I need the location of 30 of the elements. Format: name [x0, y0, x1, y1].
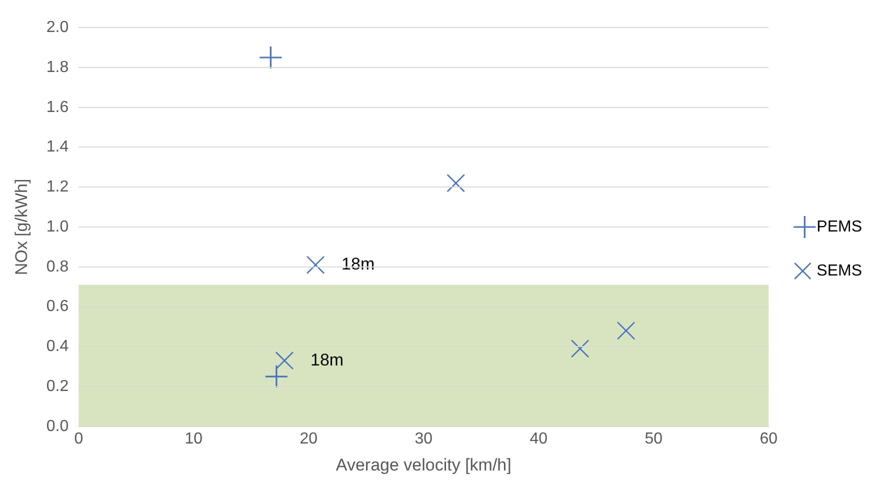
legend-label: SEMS	[816, 262, 862, 280]
y-tick-label: 2.0	[46, 19, 69, 36]
x-tick-label: 30	[414, 430, 433, 448]
x-tick-label: 0	[74, 430, 84, 448]
x-axis-title: Average velocity [km/h]	[336, 455, 512, 474]
point	[570, 340, 590, 358]
y-tick-label: 0.4	[46, 338, 69, 356]
y-tick-label: 1.8	[46, 58, 69, 76]
y-tick-label: 0.2	[46, 378, 69, 395]
point	[446, 174, 465, 192]
x-tick-label: 20	[300, 430, 318, 448]
annotation: 18m	[310, 350, 344, 370]
legend-label: PEMS	[816, 218, 862, 236]
y-axis-title: NOx [g/kWh]	[12, 178, 31, 276]
y-tick-label: 1.0	[46, 218, 69, 236]
point	[275, 351, 294, 370]
x-tick-label: 60	[760, 430, 778, 448]
point	[265, 366, 288, 388]
y-tick-label: 1.4	[46, 138, 69, 156]
x-tick-label: 10	[184, 430, 203, 448]
y-tick-label: 0.6	[46, 298, 69, 316]
y-tick-label: 0.8	[46, 258, 69, 276]
y-tick-label: 1.2	[46, 178, 69, 196]
x-tick-label: 40	[530, 430, 548, 448]
point	[260, 46, 282, 69]
y-tick-label: 0.0	[46, 418, 69, 435]
point	[616, 322, 636, 340]
x-tick-label: 50	[644, 430, 663, 448]
point	[306, 256, 325, 274]
y-tick-label: 1.6	[46, 98, 69, 116]
